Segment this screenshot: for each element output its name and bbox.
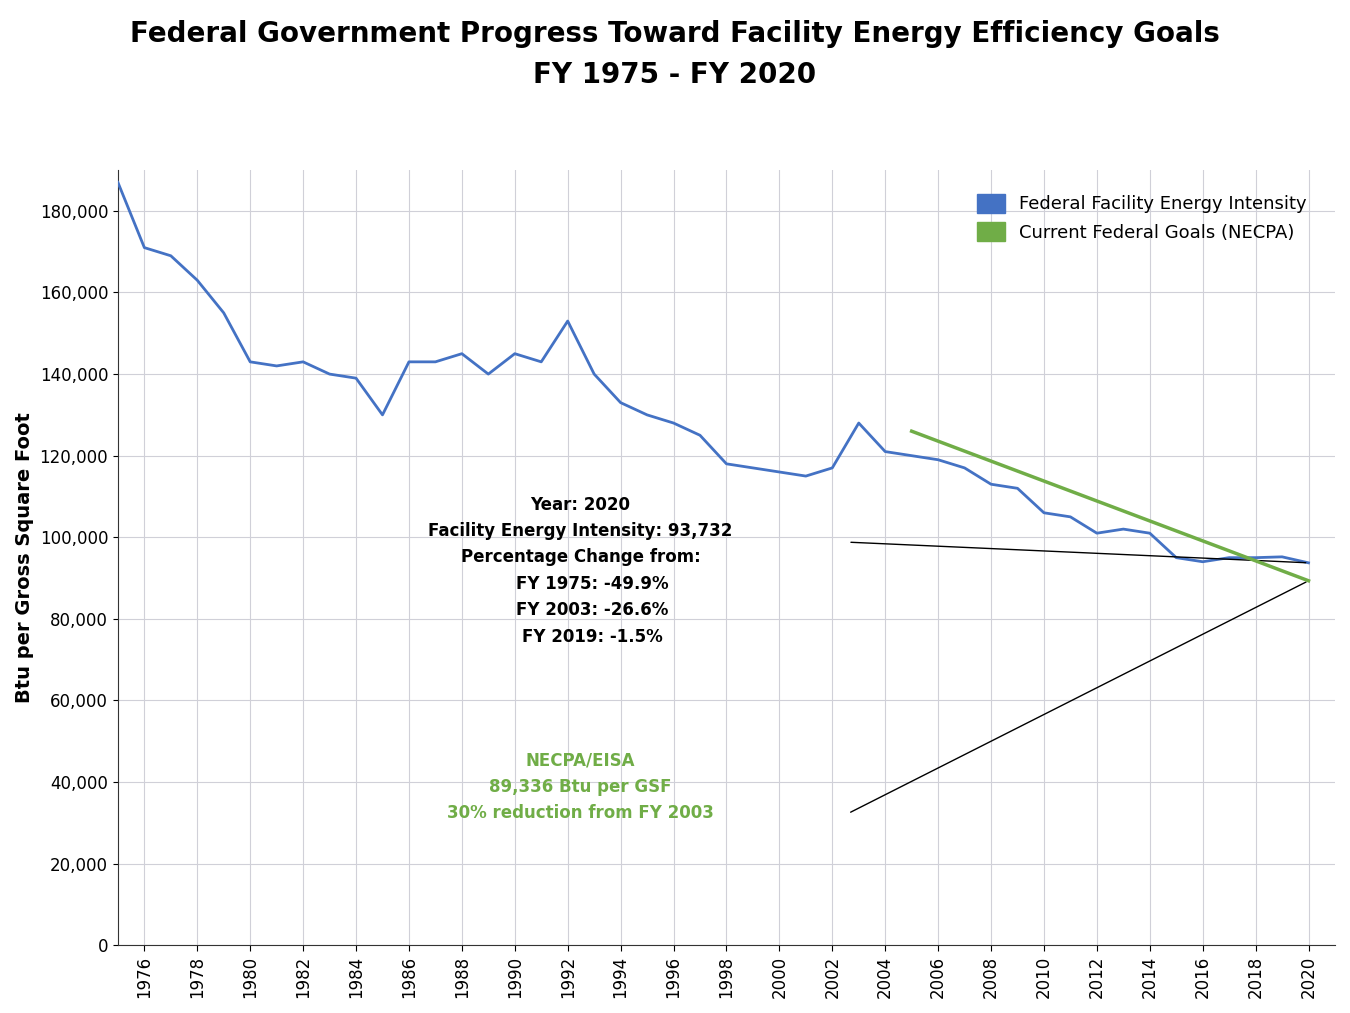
Text: Federal Government Progress Toward Facility Energy Efficiency Goals
FY 1975 - FY: Federal Government Progress Toward Facil… — [130, 20, 1220, 89]
Text: NECPA/EISA
89,336 Btu per GSF
30% reduction from FY 2003: NECPA/EISA 89,336 Btu per GSF 30% reduct… — [447, 752, 714, 823]
Legend: Federal Facility Energy Intensity, Current Federal Goals (NECPA): Federal Facility Energy Intensity, Curre… — [971, 186, 1314, 249]
Text: Year: 2020
Facility Energy Intensity: 93,732
Percentage Change from:
    FY 1975: Year: 2020 Facility Energy Intensity: 93… — [428, 495, 733, 645]
Y-axis label: Btu per Gross Square Foot: Btu per Gross Square Foot — [15, 412, 34, 703]
